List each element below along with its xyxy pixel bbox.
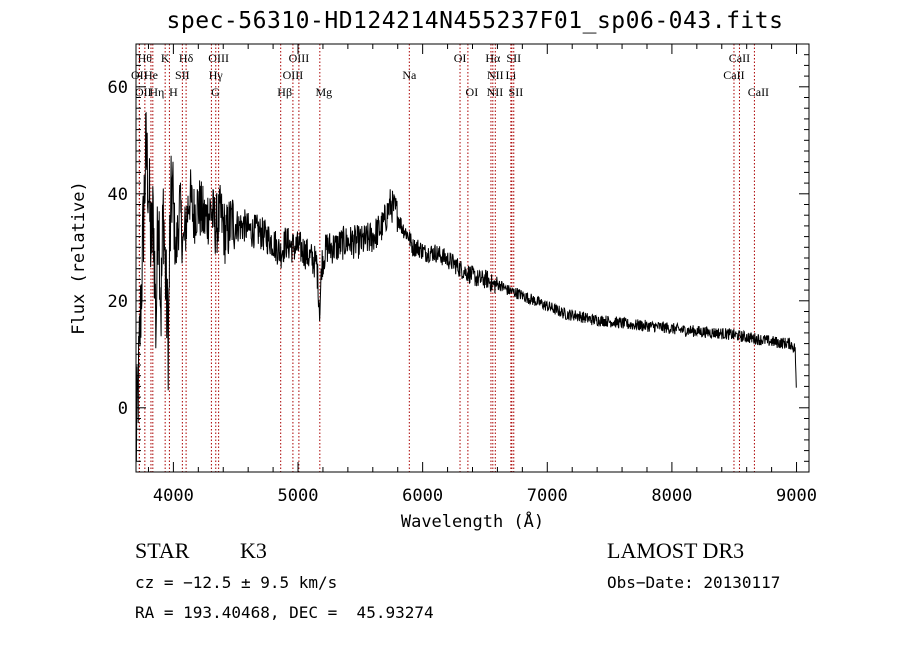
x-axis-label: Wavelength (Å) [401, 510, 544, 532]
line-label-6: Hα [485, 51, 501, 65]
line-label-13: OIII [283, 68, 304, 82]
line-label-24: OI [466, 85, 479, 99]
y-tick-label-60: 60 [108, 78, 128, 98]
line-label-2: Hδ [179, 51, 194, 65]
x-tick-label-6000: 6000 [402, 486, 443, 506]
line-label-26: SII [509, 85, 524, 99]
object-type-label: STAR [135, 538, 190, 563]
line-label-14: Na [402, 68, 417, 82]
x-tick-label-9000: 9000 [776, 486, 817, 506]
line-label-9: OII [131, 68, 148, 82]
line-label-18: OII [135, 85, 152, 99]
y-tick-label-40: 40 [108, 185, 128, 205]
line-label-27: CaII [748, 85, 769, 99]
survey-label: LAMOST DR3 [607, 538, 745, 563]
line-label-22: Hβ [277, 85, 292, 99]
line-label-23: Mg [315, 85, 332, 99]
obs-date-label: Obs−Date: 20130117 [607, 573, 781, 592]
line-label-10: He [144, 68, 158, 82]
line-label-17: CaII [723, 68, 744, 82]
x-tick-label-8000: 8000 [651, 486, 692, 506]
y-tick-label-20: 20 [108, 292, 128, 312]
subclass-label: K3 [240, 538, 267, 563]
line-label-1: K [161, 51, 170, 65]
line-label-16: Li [506, 68, 517, 82]
line-label-21: G [211, 85, 220, 99]
x-tick-label-7000: 7000 [527, 486, 568, 506]
line-label-25: NII [487, 85, 504, 99]
y-axis-label: Flux (relative) [69, 181, 89, 335]
line-label-11: SII [175, 68, 190, 82]
x-tick-label-4000: 4000 [153, 486, 194, 506]
line-label-5: OI [454, 51, 467, 65]
line-label-0: Hθ [138, 51, 153, 65]
line-label-3: OIII [208, 51, 229, 65]
plot-frame [135, 43, 810, 473]
y-tick-label-0: 0 [118, 399, 128, 419]
coordinates-label: RA = 193.40468, DEC = 45.93274 [135, 603, 434, 622]
line-label-20: H [169, 85, 178, 99]
redshift-label: cz = −12.5 ± 9.5 km/s [135, 573, 338, 592]
x-tick-label-5000: 5000 [278, 486, 319, 506]
line-label-4: OIII [289, 51, 310, 65]
flux-series-line [135, 111, 797, 462]
line-label-19: Hη [149, 85, 164, 99]
line-label-15: NII [487, 68, 504, 82]
line-label-12: Hγ [209, 68, 224, 82]
line-label-8: CaII [729, 51, 750, 65]
chart-title: spec-56310-HD124214N455237F01_sp06-043.f… [166, 8, 784, 34]
line-label-7: SII [506, 51, 521, 65]
